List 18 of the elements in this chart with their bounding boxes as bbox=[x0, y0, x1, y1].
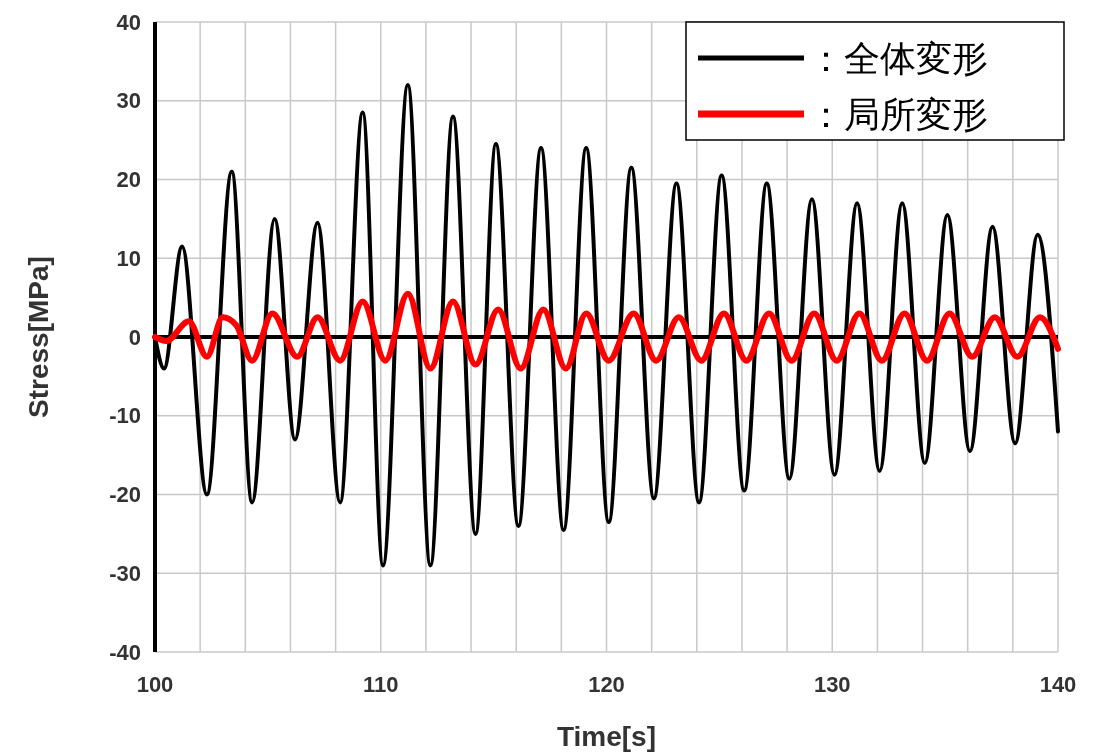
y-tick-label: -20 bbox=[109, 482, 141, 508]
y-tick-label: 20 bbox=[116, 167, 141, 193]
legend-label: ：全体変形 bbox=[808, 37, 988, 79]
y-tick-label: -40 bbox=[109, 639, 141, 665]
y-axis-title: Stress[MPa] bbox=[23, 256, 54, 418]
x-tick-label: 120 bbox=[588, 672, 625, 697]
y-tick-label: 40 bbox=[116, 9, 141, 35]
y-tick-label: 10 bbox=[116, 245, 141, 271]
legend-label: ：局所変形 bbox=[808, 93, 988, 135]
x-tick-label: 140 bbox=[1039, 672, 1077, 697]
x-tick-label: 110 bbox=[363, 672, 399, 697]
y-tick-label: 0 bbox=[128, 324, 141, 350]
x-tick-label: 100 bbox=[136, 672, 174, 697]
y-tick-label: -10 bbox=[109, 403, 141, 429]
y-tick-label: -30 bbox=[109, 560, 141, 586]
x-tick-label: 130 bbox=[813, 672, 851, 697]
y-tick-label: 30 bbox=[116, 88, 141, 114]
x-axis-title: Time[s] bbox=[556, 721, 657, 752]
